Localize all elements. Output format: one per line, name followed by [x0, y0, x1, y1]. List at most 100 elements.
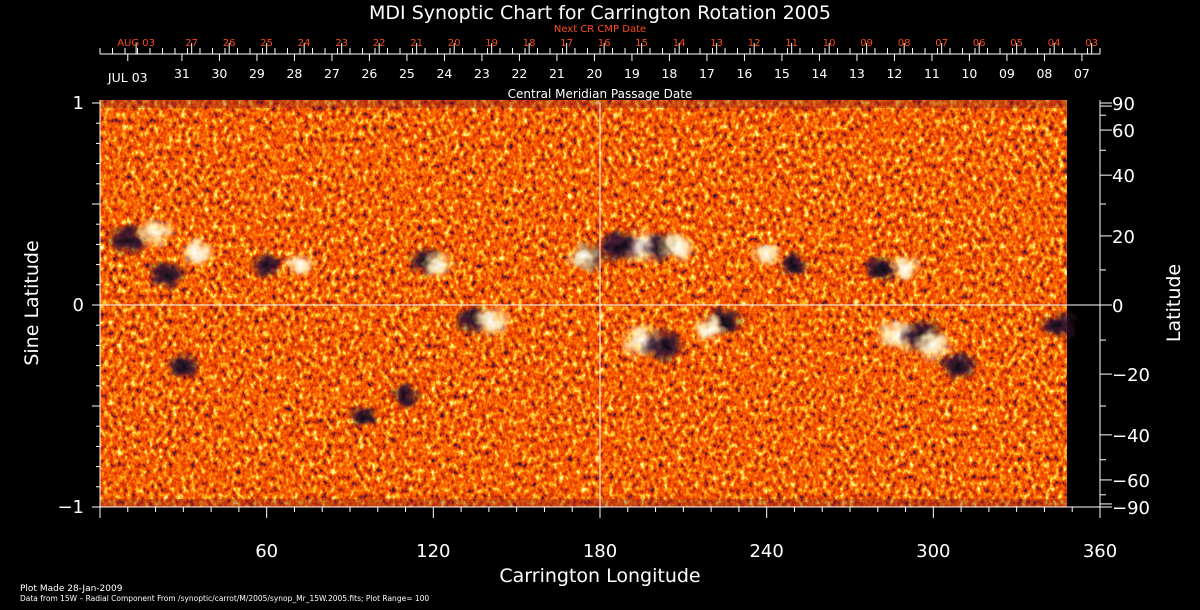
x-tick-label: 300 [916, 541, 950, 562]
cmp-date-label: 31 [174, 66, 190, 81]
next-cr-date-label: 17 [560, 38, 573, 49]
y-right-tick-label: 60 [1112, 121, 1135, 142]
next-cr-date-label: 27 [185, 38, 198, 49]
positive-flux-region [887, 254, 924, 283]
chart-title: MDI Synoptic Chart for Carrington Rotati… [369, 2, 831, 24]
next-cr-date-label: 14 [673, 38, 686, 49]
next-cr-dates: AUG 03 27 26 25 24 23 22 21 20 19 18 17 16 15 14 13 12 11… [117, 38, 1098, 49]
cmp-date-label: 29 [249, 66, 265, 81]
positive-flux-region [177, 237, 217, 268]
negative-flux-region [862, 254, 899, 283]
negative-flux-region [778, 251, 811, 278]
cmp-date-label: 23 [474, 66, 490, 81]
cmp-date-label: 25 [399, 66, 415, 81]
negative-flux-region [1039, 309, 1078, 341]
y-left-tick-label: −1 [57, 497, 84, 518]
x-tick-label: 120 [416, 541, 450, 562]
cmp-date-label: 16 [736, 66, 752, 81]
cmp-date-label: 13 [849, 66, 865, 81]
next-cr-date-label: 24 [298, 38, 311, 49]
next-cr-date-label: 13 [710, 38, 723, 49]
y-right-tick-labels: 90 60 40 20 0 −20 −40 −60 −90 [1112, 94, 1150, 519]
positive-flux-region [564, 241, 603, 272]
next-cr-date-label: 12 [748, 38, 761, 49]
next-cr-date-label: 19 [485, 38, 498, 49]
cmp-date-label: 19 [624, 66, 640, 81]
x-tick-label: 180 [583, 541, 617, 562]
next-cr-date-label: 16 [598, 38, 611, 49]
next-cr-date-label: 23 [335, 38, 348, 49]
next-cr-date-label: AUG 03 [117, 38, 155, 49]
negative-flux-region [640, 326, 688, 365]
next-cr-date-label: 07 [935, 38, 948, 49]
y-right-tick-label: 20 [1112, 227, 1135, 248]
y-right-tick-label: −60 [1112, 471, 1150, 492]
negative-flux-region [389, 382, 422, 409]
cmp-date-label: 21 [549, 66, 565, 81]
positive-flux-region [134, 215, 177, 249]
cmp-date-label: 14 [811, 66, 827, 81]
negative-flux-region [165, 351, 202, 380]
x-tick-labels: 60 120 180 240 300 360 [255, 541, 1117, 562]
positive-flux-region [750, 241, 783, 268]
field-texture [100, 100, 1067, 507]
cmp-date-label: 28 [286, 66, 302, 81]
cmp-date-label: 22 [511, 66, 527, 81]
cmp-date-label: 12 [886, 66, 902, 81]
cmp-date-label: 24 [436, 66, 452, 81]
y-left-tick-label: 1 [73, 93, 84, 114]
cmp-date-label: 17 [699, 66, 715, 81]
cmp-date-label: 08 [1036, 66, 1052, 81]
x-axis-label: Carrington Longitude [499, 565, 700, 587]
cmp-date-label: 10 [961, 66, 977, 81]
positive-flux-region [912, 328, 955, 362]
cmp-dates: JUL 03 31 30 29 28 27 26 25 24 23 22 21 20 19 18 17 16 15… [107, 66, 1090, 85]
south-pole-band [100, 499, 1067, 507]
guide-lines [100, 103, 1100, 507]
cmp-date-label: 27 [324, 66, 340, 81]
next-cr-date-label: 20 [448, 38, 461, 49]
cmp-date-label: 20 [586, 66, 602, 81]
y-left-tick-label: 0 [73, 295, 84, 316]
positive-flux-region [421, 250, 457, 279]
next-cr-date-label: 09 [860, 38, 873, 49]
magnetogram [100, 100, 1078, 507]
next-cr-date-label: 25 [260, 38, 273, 49]
next-cr-label: Next CR CMP Date [554, 24, 646, 35]
next-cr-date-label: 21 [410, 38, 423, 49]
next-cr-date-label: 15 [635, 38, 648, 49]
next-cr-date-label: 10 [823, 38, 836, 49]
y-axis-label-left: Sine Latitude [21, 240, 43, 365]
y-left-tick-labels: 1 0 −1 [57, 93, 84, 518]
y-right-tick-label: 40 [1112, 166, 1135, 187]
next-cr-date-label: 03 [1085, 38, 1098, 49]
cmp-date-label: 07 [1074, 66, 1090, 81]
data-source-note: Data from 15W – Radial Component From /s… [20, 594, 429, 603]
y-right-tick-label: 90 [1112, 94, 1135, 115]
y-axis-label-right: Latitude [1163, 264, 1185, 342]
cmp-date-label: 09 [999, 66, 1015, 81]
next-cr-date-label: 22 [373, 38, 386, 49]
cmp-label: Central Meridian Passage Date [508, 87, 693, 101]
positive-flux-region [657, 229, 699, 264]
next-cr-date-label: 08 [898, 38, 911, 49]
y-right-tick-label: 0 [1112, 296, 1123, 317]
positive-flux-region [690, 315, 727, 344]
next-cr-date-label: 04 [1048, 38, 1061, 49]
x-tick-label: 360 [1083, 541, 1117, 562]
negative-flux-region [937, 349, 980, 383]
cmp-date-label: JUL 03 [107, 70, 148, 85]
negative-flux-region [145, 258, 188, 292]
negative-flux-region [248, 250, 285, 279]
next-cr-date-label: 06 [973, 38, 986, 49]
next-cr-date-label: 11 [785, 38, 798, 49]
cmp-date-label: 26 [361, 66, 377, 81]
y-right-tick-label: −40 [1112, 426, 1150, 447]
tick-marks [92, 43, 1112, 518]
active-regions [105, 215, 1078, 430]
positive-flux-region [283, 251, 317, 278]
next-cr-date-label: 18 [523, 38, 536, 49]
x-tick-label: 60 [255, 541, 278, 562]
cmp-date-label: 15 [774, 66, 790, 81]
